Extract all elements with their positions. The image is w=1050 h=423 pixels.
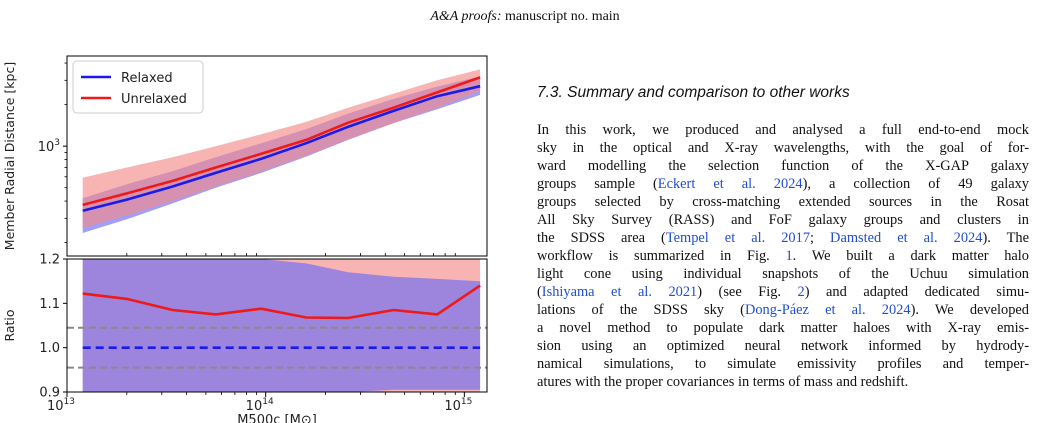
paragraph-line: sion using an optimized neural network i… <box>537 337 1029 355</box>
paragraph-line: a novel method to populate dark matter h… <box>537 319 1029 337</box>
y-tick-exponent: 3 <box>54 138 60 148</box>
running-head: A&A proofs: manuscript no. main <box>0 9 1050 25</box>
x-tick-label: 1015 <box>444 397 472 414</box>
paragraph-line: atures with the proper covariances in te… <box>537 373 1029 391</box>
paragraph-line: groups selected by cross-matching extend… <box>537 193 1029 211</box>
paragraph-text: ward modelling the selection function of… <box>537 158 1029 174</box>
citation-link[interactable]: Tempel et al. 2017 <box>665 230 811 246</box>
y-axis-label-top: Member Radial Distance [kpc] <box>2 62 17 250</box>
citation-link[interactable]: 2 <box>797 284 805 300</box>
relaxed-median-line <box>82 84 481 213</box>
y-axis-label-ratio: Ratio <box>2 309 17 341</box>
x-tick-base: 10 <box>47 399 64 414</box>
paragraph-line: All Sky Survey (RASS) and FoF galaxy gro… <box>537 211 1029 229</box>
ratio-y-tick-label: 1.0 <box>39 341 60 356</box>
paragraph-line: namical simulations, to simulate emissiv… <box>537 355 1029 373</box>
paragraph-line: lations of the SDSS sky (Dong-Páez et al… <box>537 301 1029 319</box>
paragraph-text: ; <box>810 230 831 246</box>
paragraph-line: sky in the optical and X-ray wavelengths… <box>537 139 1029 157</box>
legend-label: Relaxed <box>121 71 173 86</box>
paragraph-line: the SDSS area (Tempel et al. 2017; Damst… <box>537 229 1029 247</box>
paragraph-text: lations of the SDSS sky ( <box>537 302 745 318</box>
paragraph-text: groups sample ( <box>537 176 658 192</box>
x-tick-exponent: 13 <box>64 397 75 407</box>
y-tick-base: 10 <box>38 140 55 155</box>
journal-name: A&A proofs: <box>430 9 502 24</box>
paragraph-text: workflow is summarized in Fig. <box>537 248 786 264</box>
paragraph-text: atures with the proper covariances in te… <box>537 374 909 390</box>
paragraph-line: workflow is summarized in Fig. 1. We bui… <box>537 247 1029 265</box>
paragraph-text: groups selected by cross-matching extend… <box>537 194 1029 210</box>
legend-label: Unrelaxed <box>121 92 187 107</box>
summary-paragraph: In this work, we produced and analysed a… <box>537 121 1029 391</box>
unrelaxed-ratio-line <box>82 284 481 320</box>
unrelaxed-median-line <box>82 76 481 207</box>
paragraph-text: sky in the optical and X-ray wavelengths… <box>537 140 1029 156</box>
paragraph-text: ) and adapted dedicated simu- <box>804 284 1030 300</box>
x-tick-base: 10 <box>246 399 263 414</box>
legend: Relaxed Unrelaxed <box>72 60 204 114</box>
ratio-y-tick-label: 1.1 <box>39 297 60 312</box>
paragraph-text: a novel method to populate dark matter h… <box>537 320 1029 336</box>
x-tick-label: 1014 <box>246 397 274 414</box>
citation-link[interactable]: Damsted et al. 2024 <box>830 230 983 246</box>
x-tick-base: 10 <box>444 399 461 414</box>
paragraph-line: In this work, we produced and analysed a… <box>537 121 1029 139</box>
bottom-panel-plot <box>67 259 487 392</box>
paragraph-text: All Sky Survey (RASS) and FoF galaxy gro… <box>537 212 1029 228</box>
paragraph-line: light cone using individual snapshots of… <box>537 265 1029 283</box>
paragraph-line: ward modelling the selection function of… <box>537 157 1029 175</box>
manuscript-label: manuscript no. main <box>504 9 620 24</box>
paragraph-text: ), a collection of 49 galaxy <box>802 176 1029 192</box>
paragraph-text: ) (see Fig. <box>697 284 798 300</box>
x-tick-label: 1013 <box>47 397 75 414</box>
top-panel-frame <box>66 55 488 257</box>
paragraph-text: ( <box>537 284 542 300</box>
paragraph-text: In this work, we produced and analysed a… <box>537 122 1029 138</box>
ratio-y-tick-label: 1.2 <box>39 253 60 268</box>
y-tick-label: 103 <box>38 138 60 155</box>
paragraph-line: (Ishiyama et al. 2021) (see Fig. 2) and … <box>537 283 1029 301</box>
paragraph-text: sion using an optimized neural network i… <box>537 338 1029 354</box>
ratio-y-tick-label: 0.9 <box>39 386 60 401</box>
citation-link[interactable]: 1 <box>785 248 793 264</box>
paragraph-text: light cone using individual snapshots of… <box>537 266 1029 282</box>
paragraph-text: ). The <box>982 230 1029 246</box>
paragraph-text: namical simulations, to simulate emissiv… <box>537 356 1029 372</box>
bottom-panel-frame <box>66 258 488 393</box>
paragraph-text: . We built a dark matter halo <box>792 248 1030 264</box>
x-tick-exponent: 14 <box>262 397 274 407</box>
x-tick-exponent: 15 <box>461 397 472 407</box>
x-axis-label: M500c [M⊙] <box>237 413 317 423</box>
top-panel-plot <box>82 69 481 234</box>
paragraph-line: groups sample (Eckert et al. 2024), a co… <box>537 175 1029 193</box>
citation-link[interactable]: Dong-Páez et al. 2024 <box>744 302 911 318</box>
section-heading: 7.3. Summary and comparison to other wor… <box>537 84 850 101</box>
legend-box <box>72 60 204 114</box>
citation-link[interactable]: Eckert et al. 2024 <box>657 176 803 192</box>
paragraph-text: ). We developed <box>910 302 1029 318</box>
paragraph-text: the SDSS area ( <box>537 230 666 246</box>
relaxed-ratio-band <box>82 259 481 392</box>
citation-link[interactable]: Ishiyama et al. 2021 <box>541 284 698 300</box>
